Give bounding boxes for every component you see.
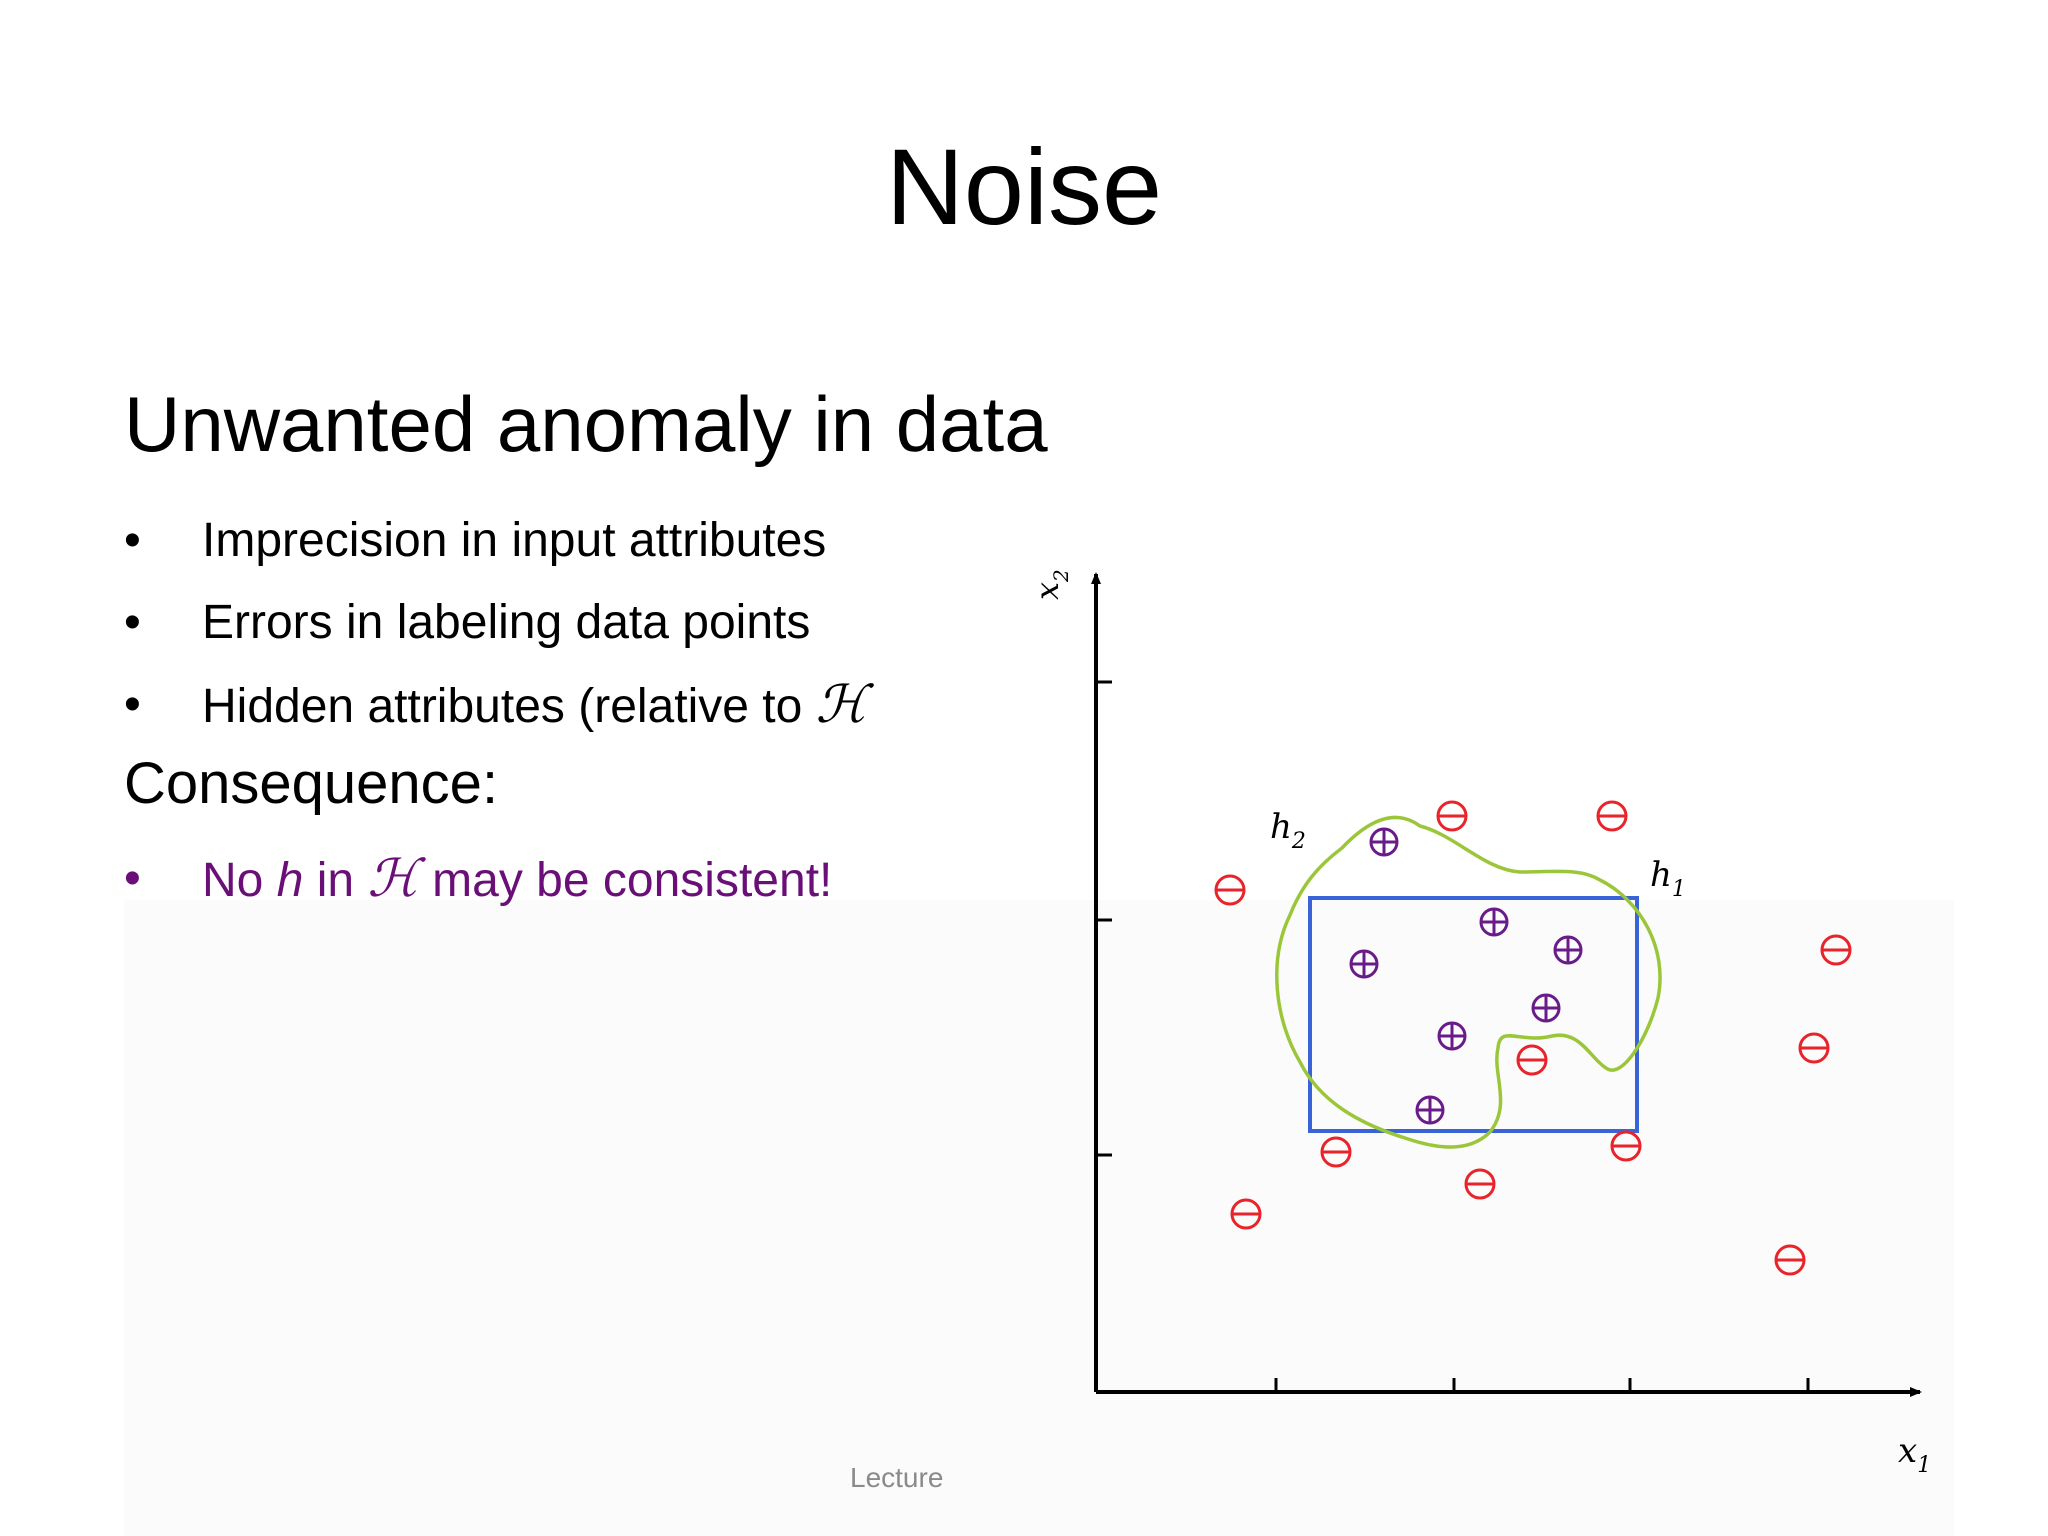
y-axis-label: x2 — [1028, 569, 1073, 600]
negative-example — [1774, 1244, 1806, 1276]
consequence-bullet: • No h in ℋ may be consistent! — [124, 838, 832, 922]
negative-example — [1516, 1044, 1548, 1076]
hypothesis-space-symbol: ℋ — [815, 675, 868, 735]
negative-examples — [1214, 800, 1852, 1276]
consequence-list: • No h in ℋ may be consistent! — [124, 838, 832, 922]
bullet-item: • Imprecision in input attributes — [124, 500, 964, 582]
h2-label: h2 — [1270, 807, 1306, 854]
positive-example — [1531, 993, 1561, 1023]
bullet-dot: • — [124, 514, 141, 567]
slide-title: Noise — [885, 126, 1163, 247]
negative-example — [1464, 1168, 1496, 1200]
positive-example — [1553, 935, 1583, 965]
h1-label: h1 — [1650, 855, 1686, 902]
negative-example — [1214, 874, 1246, 906]
negative-example — [1230, 1198, 1262, 1230]
hypothesis-space-symbol: ℋ — [367, 849, 419, 909]
negative-example — [1798, 1032, 1830, 1064]
background-panel — [124, 900, 1954, 1536]
positive-examples — [1349, 827, 1583, 1125]
negative-example — [1436, 800, 1468, 832]
slide-subtitle: Unwanted anomaly in data — [124, 380, 1048, 468]
bullet-text: Hidden attributes (relative to — [202, 680, 816, 733]
positive-example — [1369, 827, 1399, 857]
bullet-dot: • — [124, 678, 141, 731]
positive-example — [1437, 1021, 1467, 1051]
negative-example — [1610, 1130, 1642, 1162]
negative-example — [1320, 1136, 1352, 1168]
bullet-list: • Imprecision in input attributes • Erro… — [124, 500, 964, 748]
positive-example — [1415, 1095, 1445, 1125]
consequence-heading: Consequence: — [124, 751, 499, 816]
consequence-text-part2: in — [303, 854, 368, 907]
negative-example — [1596, 800, 1628, 832]
hypothesis-h: h — [276, 854, 304, 907]
bullet-item: • Hidden attributes (relative to ℋ — [124, 664, 964, 748]
hypothesis-h1-rect — [1308, 896, 1639, 1133]
positive-example — [1349, 949, 1379, 979]
consequence-text-part3: may be consistent! — [418, 854, 833, 907]
positive-example — [1479, 907, 1509, 937]
bullet-dot: • — [124, 852, 141, 905]
bullet-text: Imprecision in input attributes — [202, 514, 827, 567]
consequence-text-part1: No — [202, 854, 277, 907]
bullet-item: • Errors in labeling data points — [124, 582, 964, 664]
x-axis-label: x1 — [1898, 1431, 1931, 1478]
footer-text: Lecture — [850, 1462, 944, 1493]
negative-example — [1820, 934, 1852, 966]
hypothesis-h2-curve — [1275, 815, 1662, 1149]
bullet-text: Errors in labeling data points — [202, 596, 811, 649]
bullet-dot: • — [124, 596, 141, 649]
